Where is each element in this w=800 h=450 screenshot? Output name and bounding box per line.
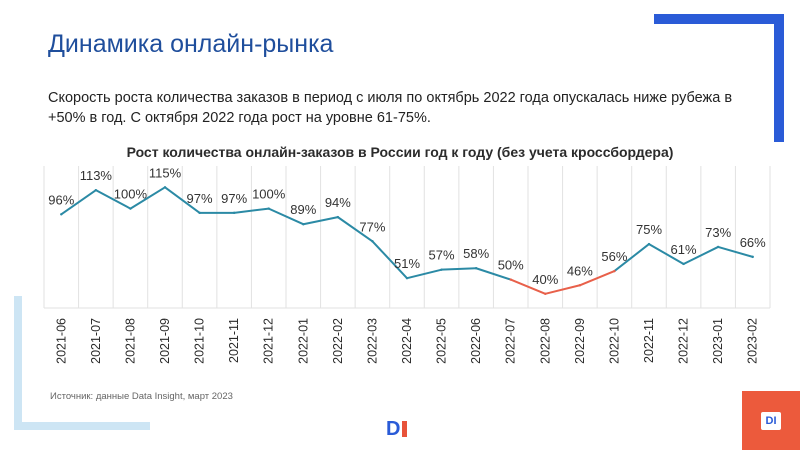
data-point bbox=[198, 211, 201, 215]
data-point bbox=[613, 269, 616, 273]
series-line-segment bbox=[406, 268, 443, 280]
data-point bbox=[232, 211, 236, 215]
data-label: 77% bbox=[359, 219, 385, 234]
data-label: 113% bbox=[80, 168, 113, 183]
decor-top-right-stripe bbox=[774, 14, 784, 142]
data-label: 75% bbox=[636, 222, 662, 237]
data-label: 46% bbox=[567, 263, 593, 278]
x-tick-label: 2022-07 bbox=[504, 318, 518, 364]
series-line-segment bbox=[544, 284, 581, 295]
data-point bbox=[716, 245, 720, 249]
data-point bbox=[474, 267, 478, 270]
data-point bbox=[440, 268, 443, 271]
x-tick-label: 2021-06 bbox=[54, 318, 68, 364]
data-point bbox=[336, 215, 340, 219]
x-tick-label: 2022-01 bbox=[296, 318, 310, 364]
series-line-segment bbox=[613, 243, 650, 273]
data-point bbox=[682, 262, 685, 266]
data-point bbox=[371, 240, 374, 243]
series-line-segment bbox=[682, 245, 720, 265]
x-tick-label: 2022-02 bbox=[331, 318, 345, 364]
data-point bbox=[647, 242, 651, 246]
data-label: 94% bbox=[325, 195, 351, 210]
data-label: 115% bbox=[149, 165, 182, 180]
data-point bbox=[94, 188, 98, 192]
decor-top-right-bar bbox=[654, 14, 784, 24]
decor-bottom-left-bar bbox=[14, 422, 150, 430]
series-line-segment bbox=[648, 243, 685, 265]
x-tick-label: 2021-09 bbox=[158, 318, 172, 364]
x-tick-label: 2023-02 bbox=[746, 318, 760, 364]
data-point bbox=[302, 223, 305, 226]
data-label: 100% bbox=[252, 187, 286, 202]
data-point bbox=[751, 255, 754, 259]
x-tick-label: 2022-05 bbox=[435, 318, 449, 364]
data-label: 97% bbox=[187, 191, 213, 206]
series-line-segment bbox=[371, 240, 408, 280]
series-line-segment bbox=[60, 189, 97, 216]
series-line-segment bbox=[164, 186, 201, 214]
x-tick-label: 2022-03 bbox=[365, 318, 379, 364]
data-point bbox=[544, 292, 547, 295]
brand-logo-bar bbox=[402, 421, 408, 437]
data-label: 56% bbox=[601, 249, 627, 264]
data-point bbox=[405, 276, 409, 280]
brand-logo: D bbox=[386, 418, 408, 440]
data-label: 57% bbox=[429, 248, 455, 263]
corner-logo: DI bbox=[761, 412, 781, 430]
series-line-segment bbox=[267, 207, 305, 226]
data-point bbox=[578, 284, 582, 287]
data-point bbox=[267, 207, 270, 210]
chart-title: Рост количества онлайн-заказов в России … bbox=[126, 144, 674, 160]
slide-title: Динамика онлайн-рынка bbox=[48, 30, 334, 58]
x-tick-label: 2021-07 bbox=[89, 318, 103, 364]
series-line-segment bbox=[94, 189, 132, 210]
data-point bbox=[129, 207, 132, 210]
x-tick-label: 2022-09 bbox=[573, 318, 587, 364]
source-note: Источник: данные Data Insight, март 2023 bbox=[50, 391, 233, 402]
data-label: 51% bbox=[394, 256, 420, 271]
series-line-segment bbox=[578, 270, 616, 287]
series-line-segment bbox=[302, 216, 339, 226]
series-line-segment bbox=[475, 267, 512, 281]
data-label: 100% bbox=[114, 187, 148, 202]
data-label: 73% bbox=[705, 225, 731, 240]
data-label: 50% bbox=[498, 258, 524, 273]
corner-logo-box: DI bbox=[742, 391, 800, 450]
data-label: 89% bbox=[290, 202, 316, 217]
x-tick-label: 2022-08 bbox=[538, 318, 552, 364]
data-point bbox=[163, 186, 167, 189]
x-tick-label: 2023-01 bbox=[711, 318, 725, 364]
x-tick-label: 2022-10 bbox=[607, 318, 621, 364]
data-label: 96% bbox=[48, 192, 74, 207]
x-tick-label: 2021-10 bbox=[193, 318, 207, 364]
data-label: 66% bbox=[740, 235, 766, 250]
x-tick-label: 2021-11 bbox=[227, 318, 241, 363]
slide-subtitle: Скорость роста количества заказов в пери… bbox=[48, 90, 733, 126]
data-label: 97% bbox=[221, 191, 247, 206]
x-tick-label: 2022-12 bbox=[677, 318, 691, 364]
data-label: 61% bbox=[671, 242, 697, 257]
x-tick-label: 2021-08 bbox=[123, 318, 137, 364]
data-point bbox=[60, 213, 63, 216]
series-line-segment bbox=[509, 278, 547, 295]
data-label: 58% bbox=[463, 246, 489, 261]
series-line-segment bbox=[440, 267, 478, 271]
series-line-segment bbox=[233, 207, 270, 214]
brand-logo-letter: D bbox=[386, 418, 401, 440]
data-point bbox=[509, 278, 512, 281]
corner-logo-text: DI bbox=[765, 414, 777, 427]
x-tick-label: 2022-06 bbox=[469, 318, 483, 364]
x-tick-label: 2022-04 bbox=[400, 318, 414, 364]
decor-bottom-left-stripe bbox=[14, 296, 22, 430]
data-label: 40% bbox=[532, 272, 558, 287]
series-line-segment bbox=[129, 186, 166, 210]
x-tick-label: 2021-12 bbox=[262, 318, 276, 364]
series-line-segment bbox=[717, 245, 754, 258]
series-line-segment bbox=[336, 216, 374, 243]
x-tick-label: 2022-11 bbox=[642, 318, 656, 363]
